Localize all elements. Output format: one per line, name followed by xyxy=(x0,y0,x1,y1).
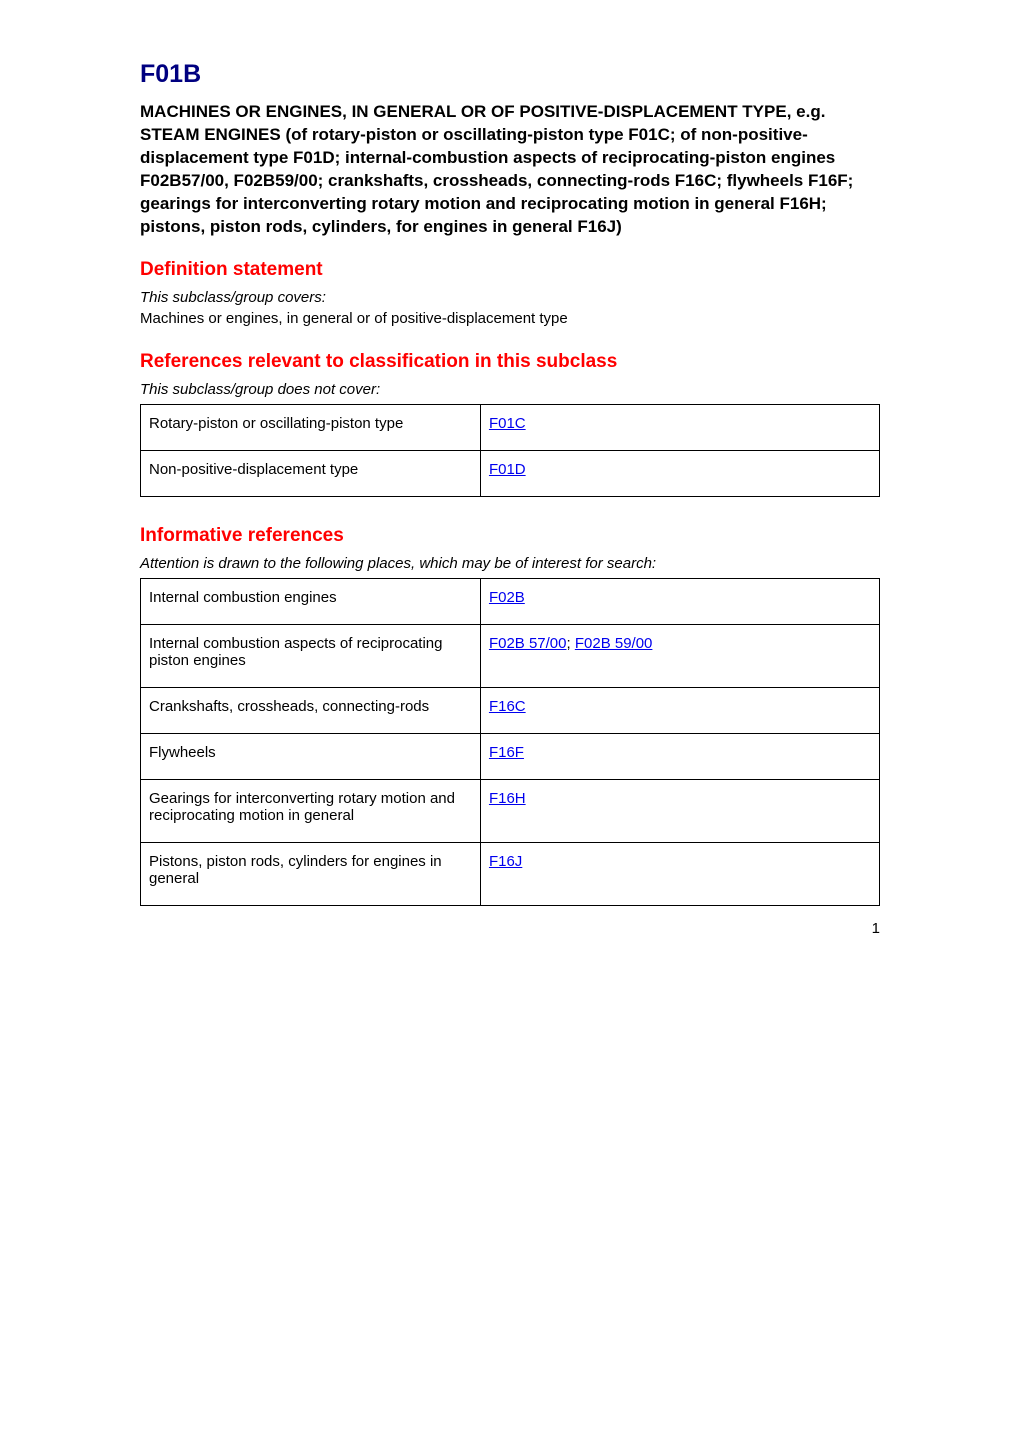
informative-references-heading: Informative references xyxy=(140,525,880,547)
table-cell-link: F01D xyxy=(480,450,879,496)
classification-link[interactable]: F16C xyxy=(489,698,526,715)
references-relevant-heading: References relevant to classification in… xyxy=(140,351,880,373)
table-cell-desc: Gearings for interconverting rotary moti… xyxy=(141,779,481,842)
table-cell-link: F02B 57/00; F02B 59/00 xyxy=(480,624,879,687)
table-row: Flywheels F16F xyxy=(141,733,880,779)
table-cell-link: F16J xyxy=(480,842,879,905)
table-cell-desc: Rotary-piston or oscillating-piston type xyxy=(141,404,481,450)
classification-link[interactable]: F02B 59/00 xyxy=(575,635,653,652)
table-cell-desc: Non-positive-displacement type xyxy=(141,450,481,496)
table-row: Internal combustion engines F02B xyxy=(141,578,880,624)
document-title: MACHINES OR ENGINES, IN GENERAL OR OF PO… xyxy=(140,101,880,239)
table-cell-desc: Flywheels xyxy=(141,733,481,779)
table-row: Gearings for interconverting rotary moti… xyxy=(141,779,880,842)
table-cell-desc: Crankshafts, crossheads, connecting-rods xyxy=(141,687,481,733)
informative-references-caption: Attention is drawn to the following plac… xyxy=(140,555,880,572)
document-code: F01B xyxy=(140,60,880,89)
table-cell-desc: Pistons, piston rods, cylinders for engi… xyxy=(141,842,481,905)
informative-references-table: Internal combustion engines F02B Interna… xyxy=(140,578,880,906)
classification-link[interactable]: F01D xyxy=(489,461,526,478)
definition-heading: Definition statement xyxy=(140,259,880,281)
table-row: Rotary-piston or oscillating-piston type… xyxy=(141,404,880,450)
classification-link[interactable]: F16F xyxy=(489,744,524,761)
classification-link[interactable]: F01C xyxy=(489,415,526,432)
table-row: Non-positive-displacement type F01D xyxy=(141,450,880,496)
classification-link[interactable]: F02B xyxy=(489,589,525,606)
definition-caption: This subclass/group covers: xyxy=(140,289,880,306)
references-relevant-caption: This subclass/group does not cover: xyxy=(140,381,880,398)
references-relevant-table: Rotary-piston or oscillating-piston type… xyxy=(140,404,880,497)
link-separator: ; xyxy=(567,635,575,652)
classification-link[interactable]: F02B 57/00 xyxy=(489,635,567,652)
table-cell-link: F01C xyxy=(480,404,879,450)
table-row: Crankshafts, crossheads, connecting-rods… xyxy=(141,687,880,733)
definition-text: Machines or engines, in general or of po… xyxy=(140,310,880,327)
table-cell-desc: Internal combustion aspects of reciproca… xyxy=(141,624,481,687)
table-cell-link: F16F xyxy=(480,733,879,779)
classification-link[interactable]: F16J xyxy=(489,853,522,870)
table-cell-link: F02B xyxy=(480,578,879,624)
table-cell-link: F16C xyxy=(480,687,879,733)
table-cell-desc: Internal combustion engines xyxy=(141,578,481,624)
page-number: 1 xyxy=(872,920,880,937)
table-row: Pistons, piston rods, cylinders for engi… xyxy=(141,842,880,905)
table-row: Internal combustion aspects of reciproca… xyxy=(141,624,880,687)
classification-link[interactable]: F16H xyxy=(489,790,526,807)
table-cell-link: F16H xyxy=(480,779,879,842)
